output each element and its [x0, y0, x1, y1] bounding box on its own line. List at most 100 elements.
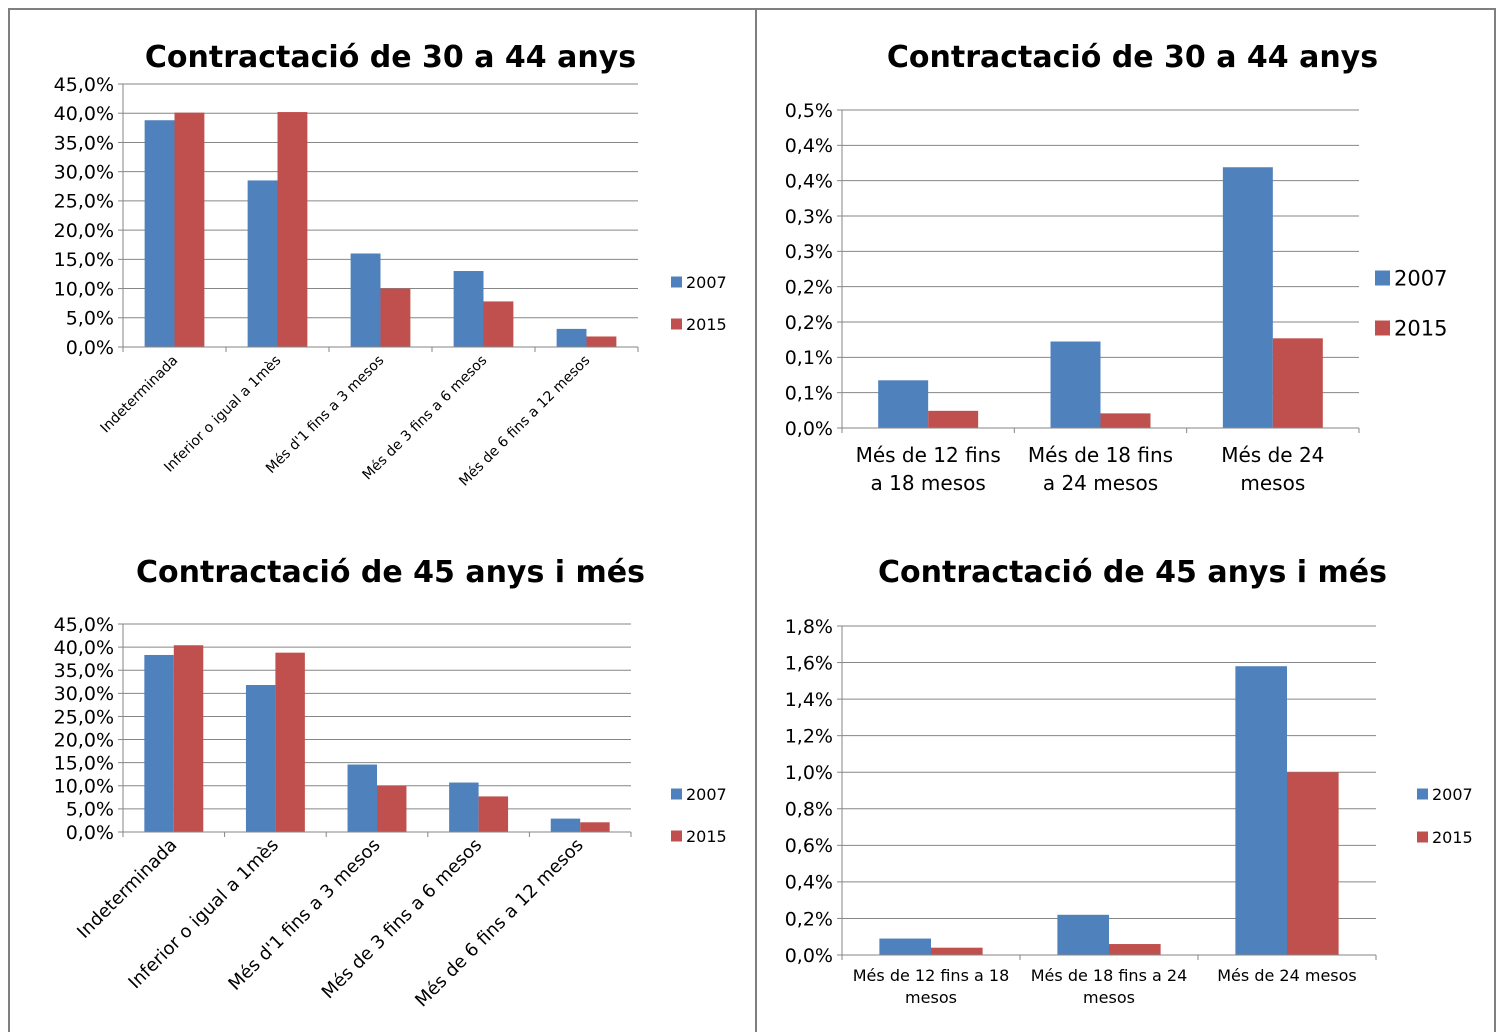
legend-label: 2007 [686, 785, 727, 804]
y-tick-label: 10,0% [54, 776, 114, 798]
y-tick-label: 0,0% [66, 822, 114, 844]
y-tick-label: 0,1% [785, 347, 833, 369]
legend-label: 2007 [1432, 785, 1473, 804]
bar-2015 [377, 785, 407, 832]
x-category-label: Més de 12 fins a 18 mesos [856, 443, 1001, 495]
bar-2015 [275, 652, 305, 832]
y-tick-label: 0,2% [785, 277, 833, 299]
y-tick-label: 45,0% [54, 74, 114, 96]
y-tick-label: 45,0% [54, 614, 114, 636]
legend-swatch [1375, 270, 1390, 286]
y-tick-label: 40,0% [54, 103, 114, 125]
bar-2015 [928, 410, 979, 428]
bar-2015 [1272, 338, 1323, 428]
y-tick-label: 0,0% [785, 945, 833, 967]
y-tick-label: 1,4% [785, 689, 833, 711]
bar-2015 [483, 301, 514, 347]
x-category-label: Més de 12 fins a 18 mesos [853, 966, 1010, 1007]
bar-2015 [277, 112, 308, 347]
bar-2007 [453, 271, 484, 347]
y-tick-label: 0,4% [785, 171, 833, 193]
y-tick-label: 0,5% [785, 100, 833, 122]
bar-2007 [144, 120, 175, 347]
chart-title: Contractació de 30 a 44 anys [145, 40, 636, 75]
y-tick-label: 20,0% [54, 729, 114, 751]
y-tick-label: 1,0% [785, 762, 833, 784]
bar-2007 [878, 380, 929, 428]
y-tick-label: 1,6% [785, 652, 833, 674]
y-tick-label: 5,0% [66, 799, 114, 821]
y-tick-label: 0,4% [785, 135, 833, 157]
x-category-label: Més de 6 fins a 12 mesos [411, 835, 588, 1012]
chart-panel-45-plus-short: Contractació de 45 anys i més 0,0% 5,0% 10,… [8, 522, 757, 1032]
y-tick-label: 0,0% [66, 337, 114, 359]
bar-2015 [586, 336, 617, 347]
x-category-label: Més de 24 mesos [1217, 966, 1357, 985]
legend-label: 2015 [686, 315, 727, 334]
legend-swatch [1417, 788, 1428, 800]
bar-2007 [1222, 167, 1273, 429]
legend-label: 2015 [1432, 828, 1473, 847]
bar-2015 [478, 796, 509, 832]
legend-swatch [671, 276, 682, 288]
bar-2007 [350, 253, 381, 347]
y-tick-label: 20,0% [54, 220, 114, 242]
legend-swatch [1375, 320, 1390, 336]
bar-2007 [449, 782, 479, 832]
x-category-label: Més de 24 mesos [1221, 443, 1324, 495]
y-tick-label: 0,1% [785, 383, 833, 405]
y-tick-label: 0,3% [785, 241, 833, 263]
y-tick-label: 30,0% [54, 683, 114, 705]
legend-swatch [671, 318, 682, 330]
bar-2007 [144, 654, 174, 832]
y-tick-label: 30,0% [54, 162, 114, 184]
bar-2007 [245, 685, 276, 832]
y-tick-label: 1,8% [785, 616, 833, 638]
y-tick-label: 10,0% [54, 278, 114, 300]
legend-label: 2015 [1394, 317, 1447, 341]
y-tick-label: 40,0% [54, 637, 114, 659]
bar-2007 [1235, 666, 1287, 955]
y-tick-label: 5,0% [66, 308, 114, 330]
y-tick-label: 0,6% [785, 835, 833, 857]
bar-2007 [1057, 914, 1109, 955]
legend-label: 2007 [1394, 267, 1447, 291]
legend-label: 2015 [686, 827, 727, 846]
chart-svg: Contractació de 45 anys i més 0,0%5,0%10,… [54, 555, 727, 1012]
legend-label: 2007 [686, 273, 727, 292]
bar-2007 [247, 180, 278, 347]
y-tick-label: 0,2% [785, 908, 833, 930]
y-tick-label: 15,0% [54, 753, 114, 775]
legend-swatch [671, 830, 682, 842]
y-tick-label: 0,3% [785, 206, 833, 228]
chart-svg: Contractació de 45 anys i més 0,0% 0,2% 0,4… [785, 555, 1473, 1007]
x-category-label: Més de 18 fins a 24 mesos [1031, 966, 1188, 1007]
y-tick-label: 0,8% [785, 799, 833, 821]
chart-title: Contractació de 45 anys i més [136, 555, 645, 590]
bar-2015 [1109, 944, 1161, 955]
bar-2007 [556, 328, 587, 347]
chart-panel-30-44-long: Contractació de 30 a 44 anys 0,0% 0,1% 0,1%… [757, 8, 1496, 524]
x-category-label: Més d'1 fins a 3 mesos [263, 353, 387, 477]
y-tick-label: 25,0% [54, 191, 114, 213]
x-category-label: Indeterminada [97, 353, 181, 437]
bar-2015 [380, 288, 411, 347]
bar-2007 [347, 764, 377, 832]
bar-2015 [174, 112, 205, 347]
chart-panel-30-44-short: Contractació de 30 a 44 anys 0,0% 5,0% 10,0… [8, 8, 757, 524]
y-tick-label: 0,0% [785, 418, 833, 440]
x-category-label: Indeterminada [73, 835, 181, 943]
y-tick-label: 15,0% [54, 249, 114, 271]
bar-2015 [1287, 772, 1339, 955]
chart-svg: Contractació de 30 a 44 anys 0,0% 5,0% 10,0… [54, 40, 727, 490]
bar-2007 [879, 938, 931, 955]
y-tick-label: 1,2% [785, 726, 833, 748]
x-category-label: Inferior o igual a 1mès [161, 353, 284, 476]
y-tick-label: 35,0% [54, 660, 114, 682]
chart-panel-45-plus-long: Contractació de 45 anys i més 0,0% 0,2% 0,4… [757, 522, 1496, 1032]
bar-2015 [1100, 413, 1151, 428]
bar-2015 [931, 947, 983, 955]
legend-swatch [671, 788, 682, 800]
legend-swatch [1417, 831, 1428, 843]
y-tick-label: 35,0% [54, 132, 114, 154]
